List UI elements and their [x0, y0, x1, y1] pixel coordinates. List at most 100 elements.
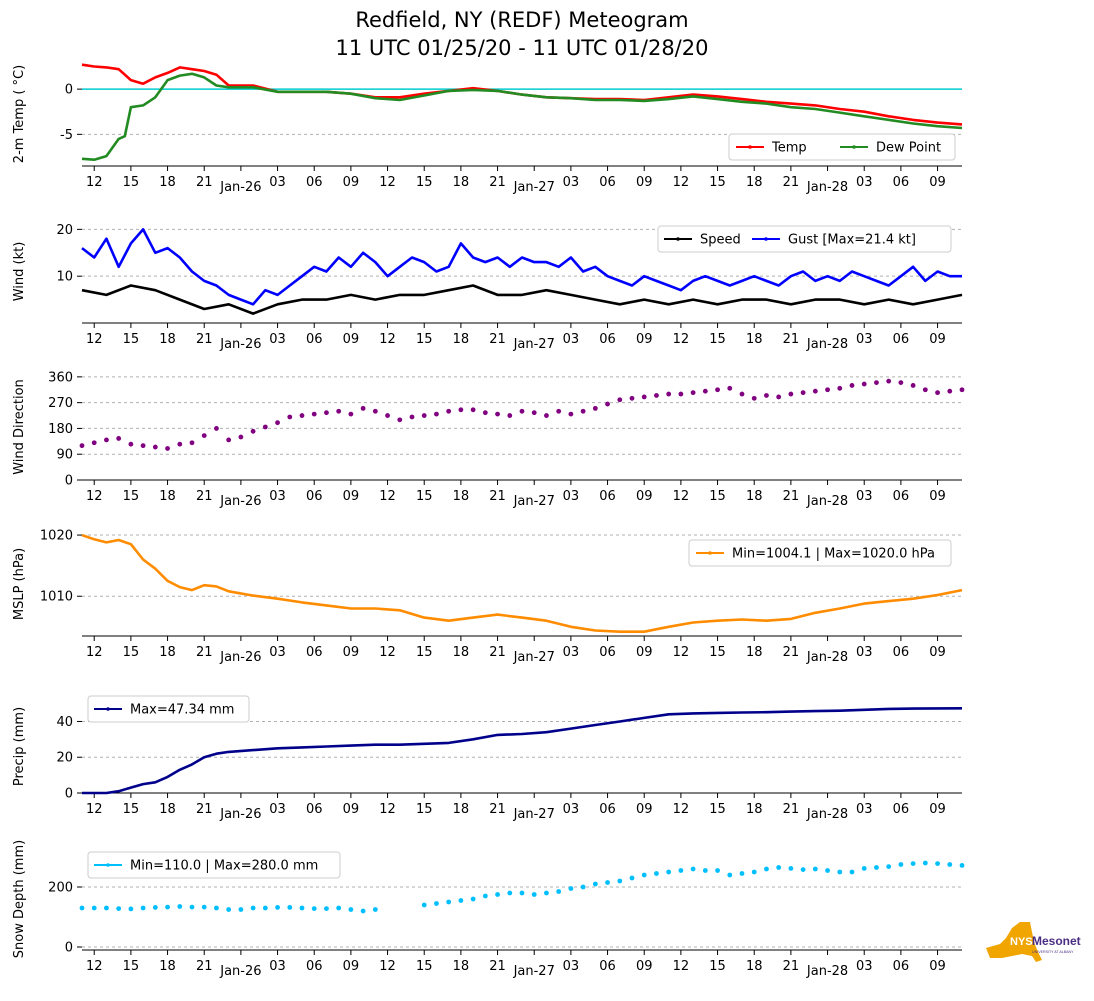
- x-tick-label: 18: [746, 332, 763, 347]
- x-tick-label: 09: [636, 959, 653, 974]
- data-point: [446, 899, 452, 905]
- x-tick-label: 12: [379, 489, 396, 504]
- data-point: [262, 905, 268, 911]
- x-tick-label: 21: [196, 175, 213, 190]
- x-tick-label: 03: [856, 959, 873, 974]
- legend-label: Speed: [700, 233, 741, 248]
- data-point: [360, 405, 366, 411]
- data-point: [715, 387, 720, 393]
- data-point: [104, 437, 109, 443]
- data-point: [812, 388, 818, 394]
- x-tick-label: 06: [306, 332, 323, 347]
- data-point: [116, 906, 122, 911]
- x-tick-label: 03: [563, 645, 580, 660]
- y-tick-label: 0: [65, 787, 73, 802]
- data-point: [751, 395, 757, 401]
- data-point: [421, 413, 427, 418]
- x-tick-label: 09: [343, 959, 360, 974]
- data-point: [201, 433, 207, 438]
- logo-mesonet-text: Mesonet: [1032, 934, 1081, 948]
- data-point: [140, 905, 146, 911]
- x-tick-label: 21: [196, 802, 213, 817]
- x-tick-label: 06: [893, 645, 910, 660]
- data-point: [372, 408, 378, 414]
- x-tick-label: 21: [783, 645, 800, 660]
- legend-marker: [852, 145, 856, 149]
- data-point: [849, 869, 855, 875]
- data-point: [874, 380, 879, 385]
- data-point: [764, 393, 769, 398]
- x-tick-label: 09: [929, 802, 946, 817]
- x-tick-label: 18: [746, 645, 763, 660]
- y-tick-label: 20: [56, 751, 73, 766]
- x-tick-label: 09: [636, 175, 653, 190]
- y-tick-label: 40: [56, 715, 73, 730]
- x-tick-label: 18: [453, 645, 470, 660]
- x-tick-label: 15: [416, 489, 433, 504]
- data-point: [128, 906, 134, 912]
- y-tick-label: 10: [56, 270, 73, 285]
- x-tick-label: 21: [489, 489, 506, 504]
- data-point: [922, 387, 928, 393]
- x-tick-label: 12: [673, 332, 690, 347]
- data-point: [238, 434, 244, 440]
- x-tick-label: 12: [86, 489, 103, 504]
- data-point: [641, 394, 647, 400]
- data-point: [544, 413, 549, 418]
- x-tick-label: 15: [123, 175, 140, 190]
- x-tick-label: 09: [929, 175, 946, 190]
- x-tick-label: Jan-26: [219, 964, 261, 979]
- data-point: [739, 391, 745, 397]
- x-tick-label: 09: [636, 645, 653, 660]
- x-tick-label: 12: [379, 332, 396, 347]
- x-tick-label: Jan-26: [219, 650, 261, 665]
- legend-label: Min=1004.1 | Max=1020.0 hPa: [732, 547, 935, 562]
- x-tick-label: 15: [709, 959, 726, 974]
- x-tick-label: 09: [929, 332, 946, 347]
- data-point: [434, 901, 439, 906]
- x-tick-label: 21: [196, 489, 213, 504]
- data-point: [201, 904, 207, 910]
- x-tick-label: 15: [123, 959, 140, 974]
- legend-label: Min=110.0 | Max=280.0 mm: [130, 859, 318, 874]
- x-tick-label: 15: [123, 645, 140, 660]
- x-tick-label: 12: [673, 175, 690, 190]
- data-point: [458, 407, 464, 413]
- x-tick-label: 03: [856, 645, 873, 660]
- x-tick-label: 12: [86, 802, 103, 817]
- x-tick-label: 09: [343, 332, 360, 347]
- legend-wind: Speed Gust [Max=21.4 kt]: [657, 225, 952, 253]
- legend-pressure: Min=1004.1 | Max=1020.0 hPa: [688, 539, 952, 567]
- x-tick-label: 15: [123, 489, 140, 504]
- data-point: [299, 905, 305, 911]
- x-tick-label: 21: [783, 802, 800, 817]
- x-tick-label: 15: [709, 332, 726, 347]
- x-tick-label: Jan-27: [513, 494, 555, 509]
- legend-marker: [106, 707, 110, 711]
- legend-marker: [748, 145, 752, 149]
- data-point: [592, 405, 598, 411]
- x-tick-label: 06: [599, 332, 616, 347]
- data-point: [470, 896, 476, 902]
- x-tick-label: 12: [86, 332, 103, 347]
- data-point: [91, 440, 97, 446]
- x-tick-label: 15: [709, 489, 726, 504]
- x-tick-label: Jan-27: [513, 650, 555, 665]
- data-point: [177, 904, 183, 909]
- x-tick-label: 15: [416, 802, 433, 817]
- x-tick-label: 18: [746, 802, 763, 817]
- x-tick-label: Jan-27: [513, 337, 555, 352]
- x-tick-label: 06: [306, 645, 323, 660]
- x-tick-label: 06: [893, 489, 910, 504]
- legend-label: Gust [Max=21.4 kt]: [788, 233, 916, 248]
- data-point: [311, 906, 317, 911]
- y-axis-label: Wind Direction: [12, 379, 27, 475]
- y-tick-label: 0: [65, 474, 73, 489]
- x-tick-label: 03: [856, 175, 873, 190]
- data-point: [812, 866, 818, 872]
- x-tick-label: 06: [306, 959, 323, 974]
- data-point: [299, 413, 305, 418]
- x-tick-label: 09: [929, 645, 946, 660]
- data-point: [825, 387, 830, 393]
